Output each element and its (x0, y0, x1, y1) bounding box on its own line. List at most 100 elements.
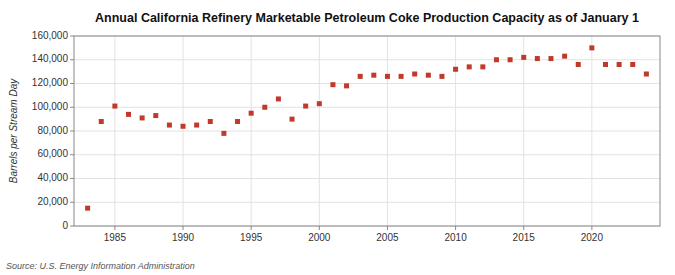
point (85, 206, 90, 211)
point (467, 64, 472, 69)
tick-label-y: 40,000 (37, 172, 68, 183)
point (548, 56, 553, 61)
point (330, 82, 335, 87)
tick-label-x: 2015 (513, 232, 536, 243)
point (317, 101, 322, 106)
tick-label-y: 140,000 (32, 53, 69, 64)
grid-line-x (523, 36, 524, 226)
grid-line-y (74, 178, 660, 179)
tick-label-y: 100,000 (32, 101, 69, 112)
axes: 0 20,000 40,000 60,000 80,000 100,000 120,000 1… (32, 30, 604, 243)
tick-y (70, 154, 74, 155)
tick-x (183, 226, 184, 230)
point (276, 96, 281, 101)
point (480, 64, 485, 69)
tick-label-y: 160,000 (32, 30, 69, 41)
point (153, 113, 158, 118)
point (535, 56, 540, 61)
tick-label-y: 0 (62, 220, 68, 231)
grid-line-y (74, 131, 660, 132)
tick-label-x: 2010 (444, 232, 467, 243)
grid-line-y (74, 154, 660, 155)
tick-x (251, 226, 252, 230)
tick-label-y: 20,000 (37, 196, 68, 207)
point (439, 74, 444, 79)
point (412, 72, 417, 77)
plot-area (74, 36, 660, 226)
tick-y (70, 226, 74, 227)
grid-line-x (591, 36, 592, 226)
grid-line-y (74, 202, 660, 203)
tick-x (455, 226, 456, 230)
point (221, 131, 226, 136)
point (344, 83, 349, 88)
point (358, 74, 363, 79)
tick-label-x: 1990 (172, 232, 195, 243)
point (399, 74, 404, 79)
tick-x (114, 226, 115, 230)
tick-label-x: 1985 (104, 232, 127, 243)
point (167, 123, 172, 128)
point (181, 124, 186, 129)
point (371, 73, 376, 78)
point (426, 73, 431, 78)
point (140, 115, 145, 120)
grid-line-x (114, 36, 115, 226)
point (112, 104, 117, 109)
point (589, 45, 594, 50)
tick-x (387, 226, 388, 230)
grid-line-x (183, 36, 184, 226)
point (562, 54, 567, 59)
source-note: Source: U.S. Energy Information Administ… (6, 261, 195, 271)
point (385, 74, 390, 79)
point (508, 57, 513, 62)
tick-label-y: 80,000 (37, 125, 68, 136)
point (644, 72, 649, 77)
tick-y (70, 83, 74, 84)
grid (74, 36, 660, 226)
tick-y (70, 131, 74, 132)
grid-line-x (319, 36, 320, 226)
tick-y (70, 59, 74, 60)
point (249, 111, 254, 116)
point (290, 117, 295, 122)
tick-y (70, 107, 74, 108)
grid-line-x (387, 36, 388, 226)
point (208, 119, 213, 124)
tick-label-y: 60,000 (37, 148, 68, 159)
point (521, 55, 526, 60)
grid-line-y (74, 59, 660, 60)
tick-label-x: 2000 (308, 232, 331, 243)
point (126, 112, 131, 117)
point (494, 57, 499, 62)
tick-x (523, 226, 524, 230)
point (99, 119, 104, 124)
point (576, 62, 581, 67)
tick-y (70, 36, 74, 37)
tick-x (591, 226, 592, 230)
point (630, 62, 635, 67)
chart: 0 20,000 40,000 60,000 80,000 100,000 120,000 1… (0, 0, 675, 275)
grid-line-x (251, 36, 252, 226)
tick-x (319, 226, 320, 230)
point (262, 105, 267, 110)
tick-label-x: 2005 (376, 232, 399, 243)
grid-line-x (455, 36, 456, 226)
point (603, 62, 608, 67)
point (617, 62, 622, 67)
point (453, 67, 458, 72)
title: Annual California Refinery Marketable Pe… (95, 11, 639, 25)
tick-y (70, 202, 74, 203)
tick-label-y: 120,000 (32, 77, 69, 88)
plot-frame (74, 36, 660, 226)
point (194, 123, 199, 128)
point (235, 119, 240, 124)
tick-label-x: 2020 (581, 232, 604, 243)
point (303, 104, 308, 109)
points (85, 45, 649, 210)
grid-line-y (74, 107, 660, 108)
tick-y (70, 178, 74, 179)
tick-label-x: 1995 (240, 232, 263, 243)
y-axis-label: Barrels per Stream Day (8, 78, 19, 183)
grid-line-y (74, 83, 660, 84)
